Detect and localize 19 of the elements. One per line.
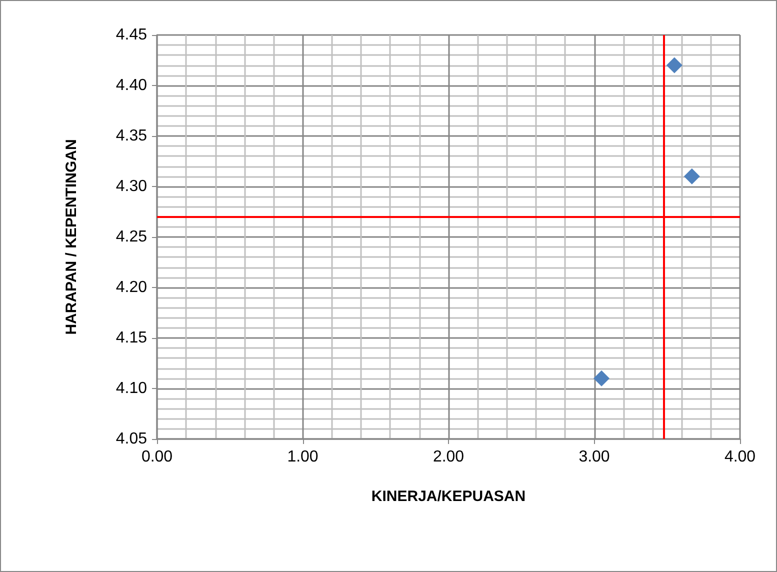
x-tick-label: 0.00: [141, 448, 173, 466]
x-tick-label: 4.00: [724, 448, 756, 466]
x-axis-title: KINERJA/KEPUASAN: [371, 488, 526, 505]
x-tick-label: 1.00: [287, 448, 318, 466]
point: [594, 370, 610, 386]
y-tick-label: 4.20: [116, 279, 148, 296]
y-axis-title: HARAPAN / KEPENTINGAN: [63, 139, 80, 335]
y-tick-label: 4.05: [116, 430, 148, 448]
y-tick-label: 4.30: [116, 178, 148, 195]
y-tick-label: 4.35: [116, 128, 148, 144]
point: [666, 57, 682, 74]
point: [684, 168, 700, 184]
y-tick-label: 4.15: [116, 330, 148, 346]
y-tick-label: 4.10: [116, 380, 148, 397]
y-tick-label: 4.25: [116, 228, 148, 246]
x-tick-label: 2.00: [432, 448, 464, 466]
y-tick-label: 4.45: [116, 26, 148, 44]
x-tick-label: 3.00: [578, 448, 610, 466]
y-tick-label: 4.40: [116, 77, 148, 94]
